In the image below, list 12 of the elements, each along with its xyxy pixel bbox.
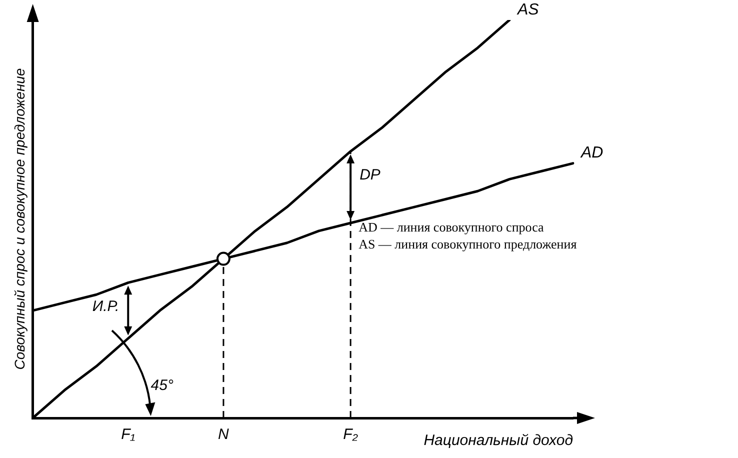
annotation: DP	[360, 166, 380, 184]
x-tick-label: F₂	[343, 426, 358, 444]
series-label: AD	[580, 144, 604, 162]
annotation: И.Р.	[92, 298, 120, 315]
y-axis-title: Совокупный спрос и совокупное предложение	[11, 68, 28, 370]
annotation: AD — линия совокупного спроса	[358, 219, 544, 234]
x-tick-label: N	[218, 426, 230, 444]
x-axis-title: Национальный доход	[424, 432, 573, 450]
series-label: AS	[516, 1, 540, 18]
annotation: 45°	[150, 377, 174, 394]
x-tick-label: F₁	[121, 426, 136, 444]
annotation: AS — линия совокупного предложения	[358, 236, 577, 252]
